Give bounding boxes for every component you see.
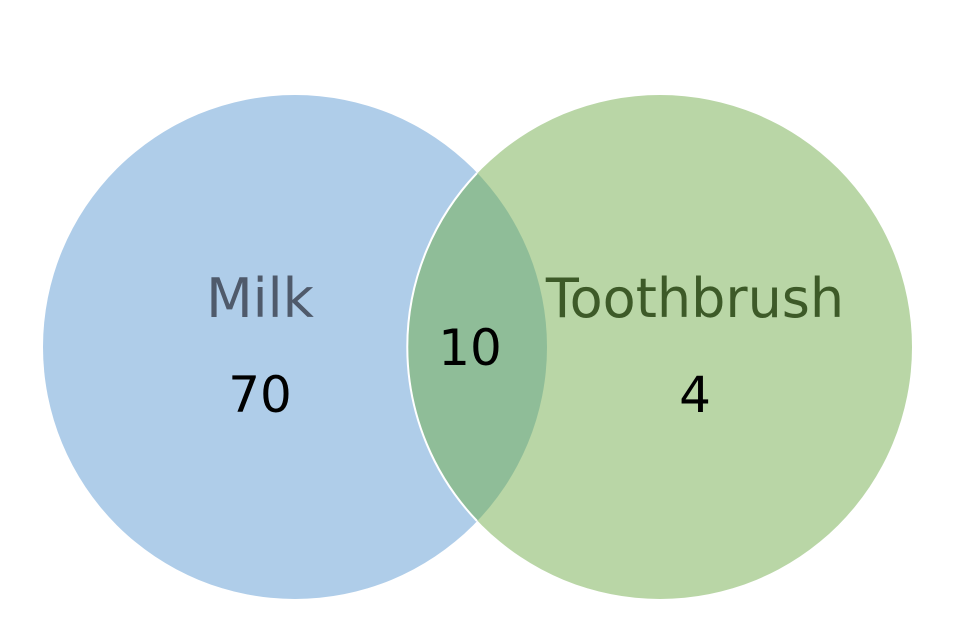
toothbrush-label: Toothbrush bbox=[545, 267, 844, 330]
intersection-edge bbox=[406, 172, 478, 522]
milk-only-count: 70 bbox=[228, 366, 292, 424]
toothbrush-circle bbox=[408, 95, 912, 599]
intersection-count: 10 bbox=[438, 319, 502, 377]
toothbrush-only-count: 4 bbox=[679, 366, 711, 424]
milk-label: Milk bbox=[206, 267, 315, 330]
milk-circle bbox=[43, 95, 547, 599]
